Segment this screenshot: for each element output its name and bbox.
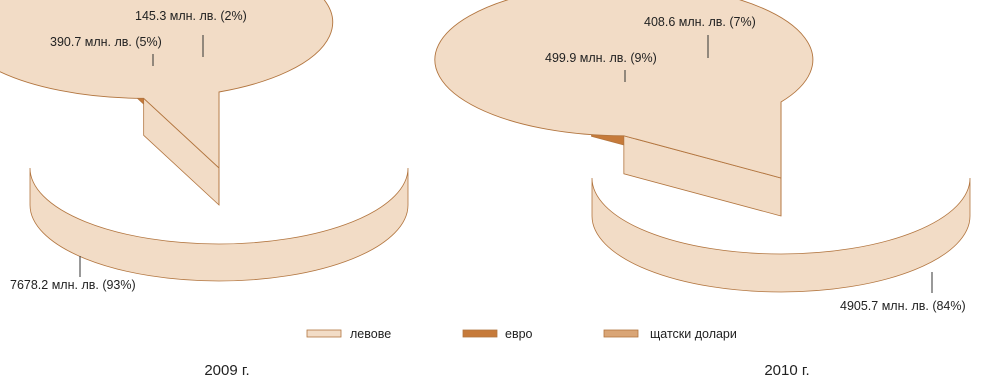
label-2009-levove: 7678.2 млн. лв. (93%) bbox=[10, 278, 136, 292]
label-2010-levove: 4905.7 млн. лв. (84%) bbox=[840, 299, 966, 313]
label-2010-evro: 499.9 млн. лв. (9%) bbox=[545, 51, 657, 65]
legend-label-usd: щатски долари bbox=[650, 327, 737, 341]
legend-label-levove: левове bbox=[350, 327, 391, 341]
chart-title-2010: 2010 г. bbox=[764, 362, 809, 379]
legend-label-evro: евро bbox=[505, 327, 533, 341]
pie-slice-2010-levove bbox=[434, 0, 971, 293]
pie-slice-2009-levove bbox=[0, 0, 409, 282]
label-2010-usd: 408.6 млн. лв. (7%) bbox=[644, 15, 756, 29]
chart-title-2009: 2009 г. bbox=[204, 362, 249, 379]
label-2009-usd: 145.3 млн. лв. (2%) bbox=[135, 9, 247, 23]
label-2009-evro: 390.7 млн. лв. (5%) bbox=[50, 35, 162, 49]
legend-swatch-usd bbox=[603, 329, 639, 338]
legend-swatch-evro bbox=[462, 329, 498, 338]
legend-swatch-levove bbox=[306, 329, 342, 338]
